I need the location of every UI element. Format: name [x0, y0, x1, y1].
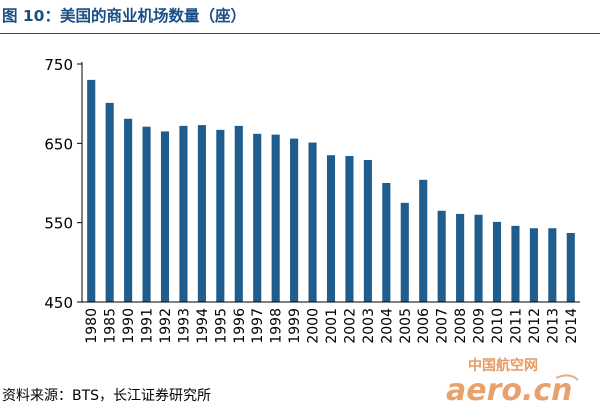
bar	[179, 125, 188, 302]
watermark-plane-swoosh	[555, 374, 579, 381]
y-tick-label: 450	[44, 294, 73, 312]
x-tick-label: 2001	[324, 308, 340, 344]
title-divider	[0, 33, 600, 34]
bar	[529, 228, 538, 302]
y-axis: 450 550 650 750	[44, 56, 83, 312]
x-tick-label: 1994	[195, 308, 211, 344]
bar	[271, 134, 280, 302]
bar	[216, 129, 225, 302]
x-tick-label: 1998	[269, 308, 285, 344]
bar	[308, 142, 317, 302]
bar	[456, 213, 465, 302]
x-tick-label: 2009	[472, 308, 488, 344]
y-tick-label: 550	[44, 215, 73, 233]
x-tick-label: 2010	[490, 308, 506, 344]
x-tick-label: 2005	[398, 308, 414, 344]
bar	[474, 214, 483, 302]
bar	[511, 225, 520, 302]
watermark-en-text: aero.cn	[446, 373, 573, 406]
source-note: 资料来源：BTS，长江证券研究所	[2, 388, 212, 404]
bar	[142, 126, 151, 302]
bar	[87, 79, 96, 302]
watermark-cn-text: 中国航空网	[468, 357, 538, 374]
bar	[548, 228, 557, 302]
y-tick-label: 750	[44, 56, 73, 74]
bar	[253, 133, 262, 302]
chart-title: 图 10：美国的商业机场数量（座）	[2, 7, 246, 25]
x-tick-label: 2007	[435, 308, 451, 344]
x-tick-label: 2006	[416, 308, 432, 344]
bar	[419, 179, 428, 302]
bar	[566, 232, 575, 302]
bar	[437, 210, 446, 302]
bar	[105, 102, 114, 302]
bar	[382, 183, 391, 302]
bar	[492, 221, 502, 302]
x-tick-label: 1980	[84, 308, 100, 344]
x-tick-label: 1990	[121, 308, 137, 344]
x-tick-label: 1995	[213, 308, 229, 344]
bar	[290, 138, 299, 302]
bar	[160, 131, 170, 302]
x-tick-label: 1991	[140, 308, 156, 344]
x-tick-label: 1999	[287, 308, 303, 344]
bar	[326, 155, 336, 302]
x-tick-label: 2003	[361, 308, 377, 344]
aero-cn-logo-watermark: 中国航空网 aero.cn	[446, 357, 579, 406]
bar	[363, 159, 372, 302]
bars	[87, 79, 575, 303]
x-tick-label: 2014	[564, 308, 580, 344]
x-tick-label: 1997	[250, 308, 266, 344]
x-tick-label: 2004	[379, 308, 395, 344]
y-tick-label: 650	[44, 135, 73, 153]
x-tick-label: 1993	[176, 308, 192, 344]
bar	[400, 202, 409, 302]
x-axis: 1980 1985 1990 1991 1992 1993 1994 1995 1996 1997…	[82, 301, 580, 344]
x-tick-label: 2000	[306, 308, 322, 344]
bar	[234, 125, 243, 302]
bar	[197, 125, 206, 302]
x-tick-label: 2008	[453, 308, 469, 344]
x-tick-label: 1985	[103, 308, 119, 344]
x-tick-label: 1992	[158, 308, 174, 344]
bar	[124, 118, 133, 303]
x-tick-label: 2011	[508, 308, 524, 344]
x-tick-label: 2002	[342, 308, 358, 344]
x-tick-label: 2013	[545, 308, 561, 344]
x-tick-label: 1996	[232, 308, 248, 344]
bar	[345, 156, 354, 302]
x-tick-label: 2012	[527, 308, 543, 344]
